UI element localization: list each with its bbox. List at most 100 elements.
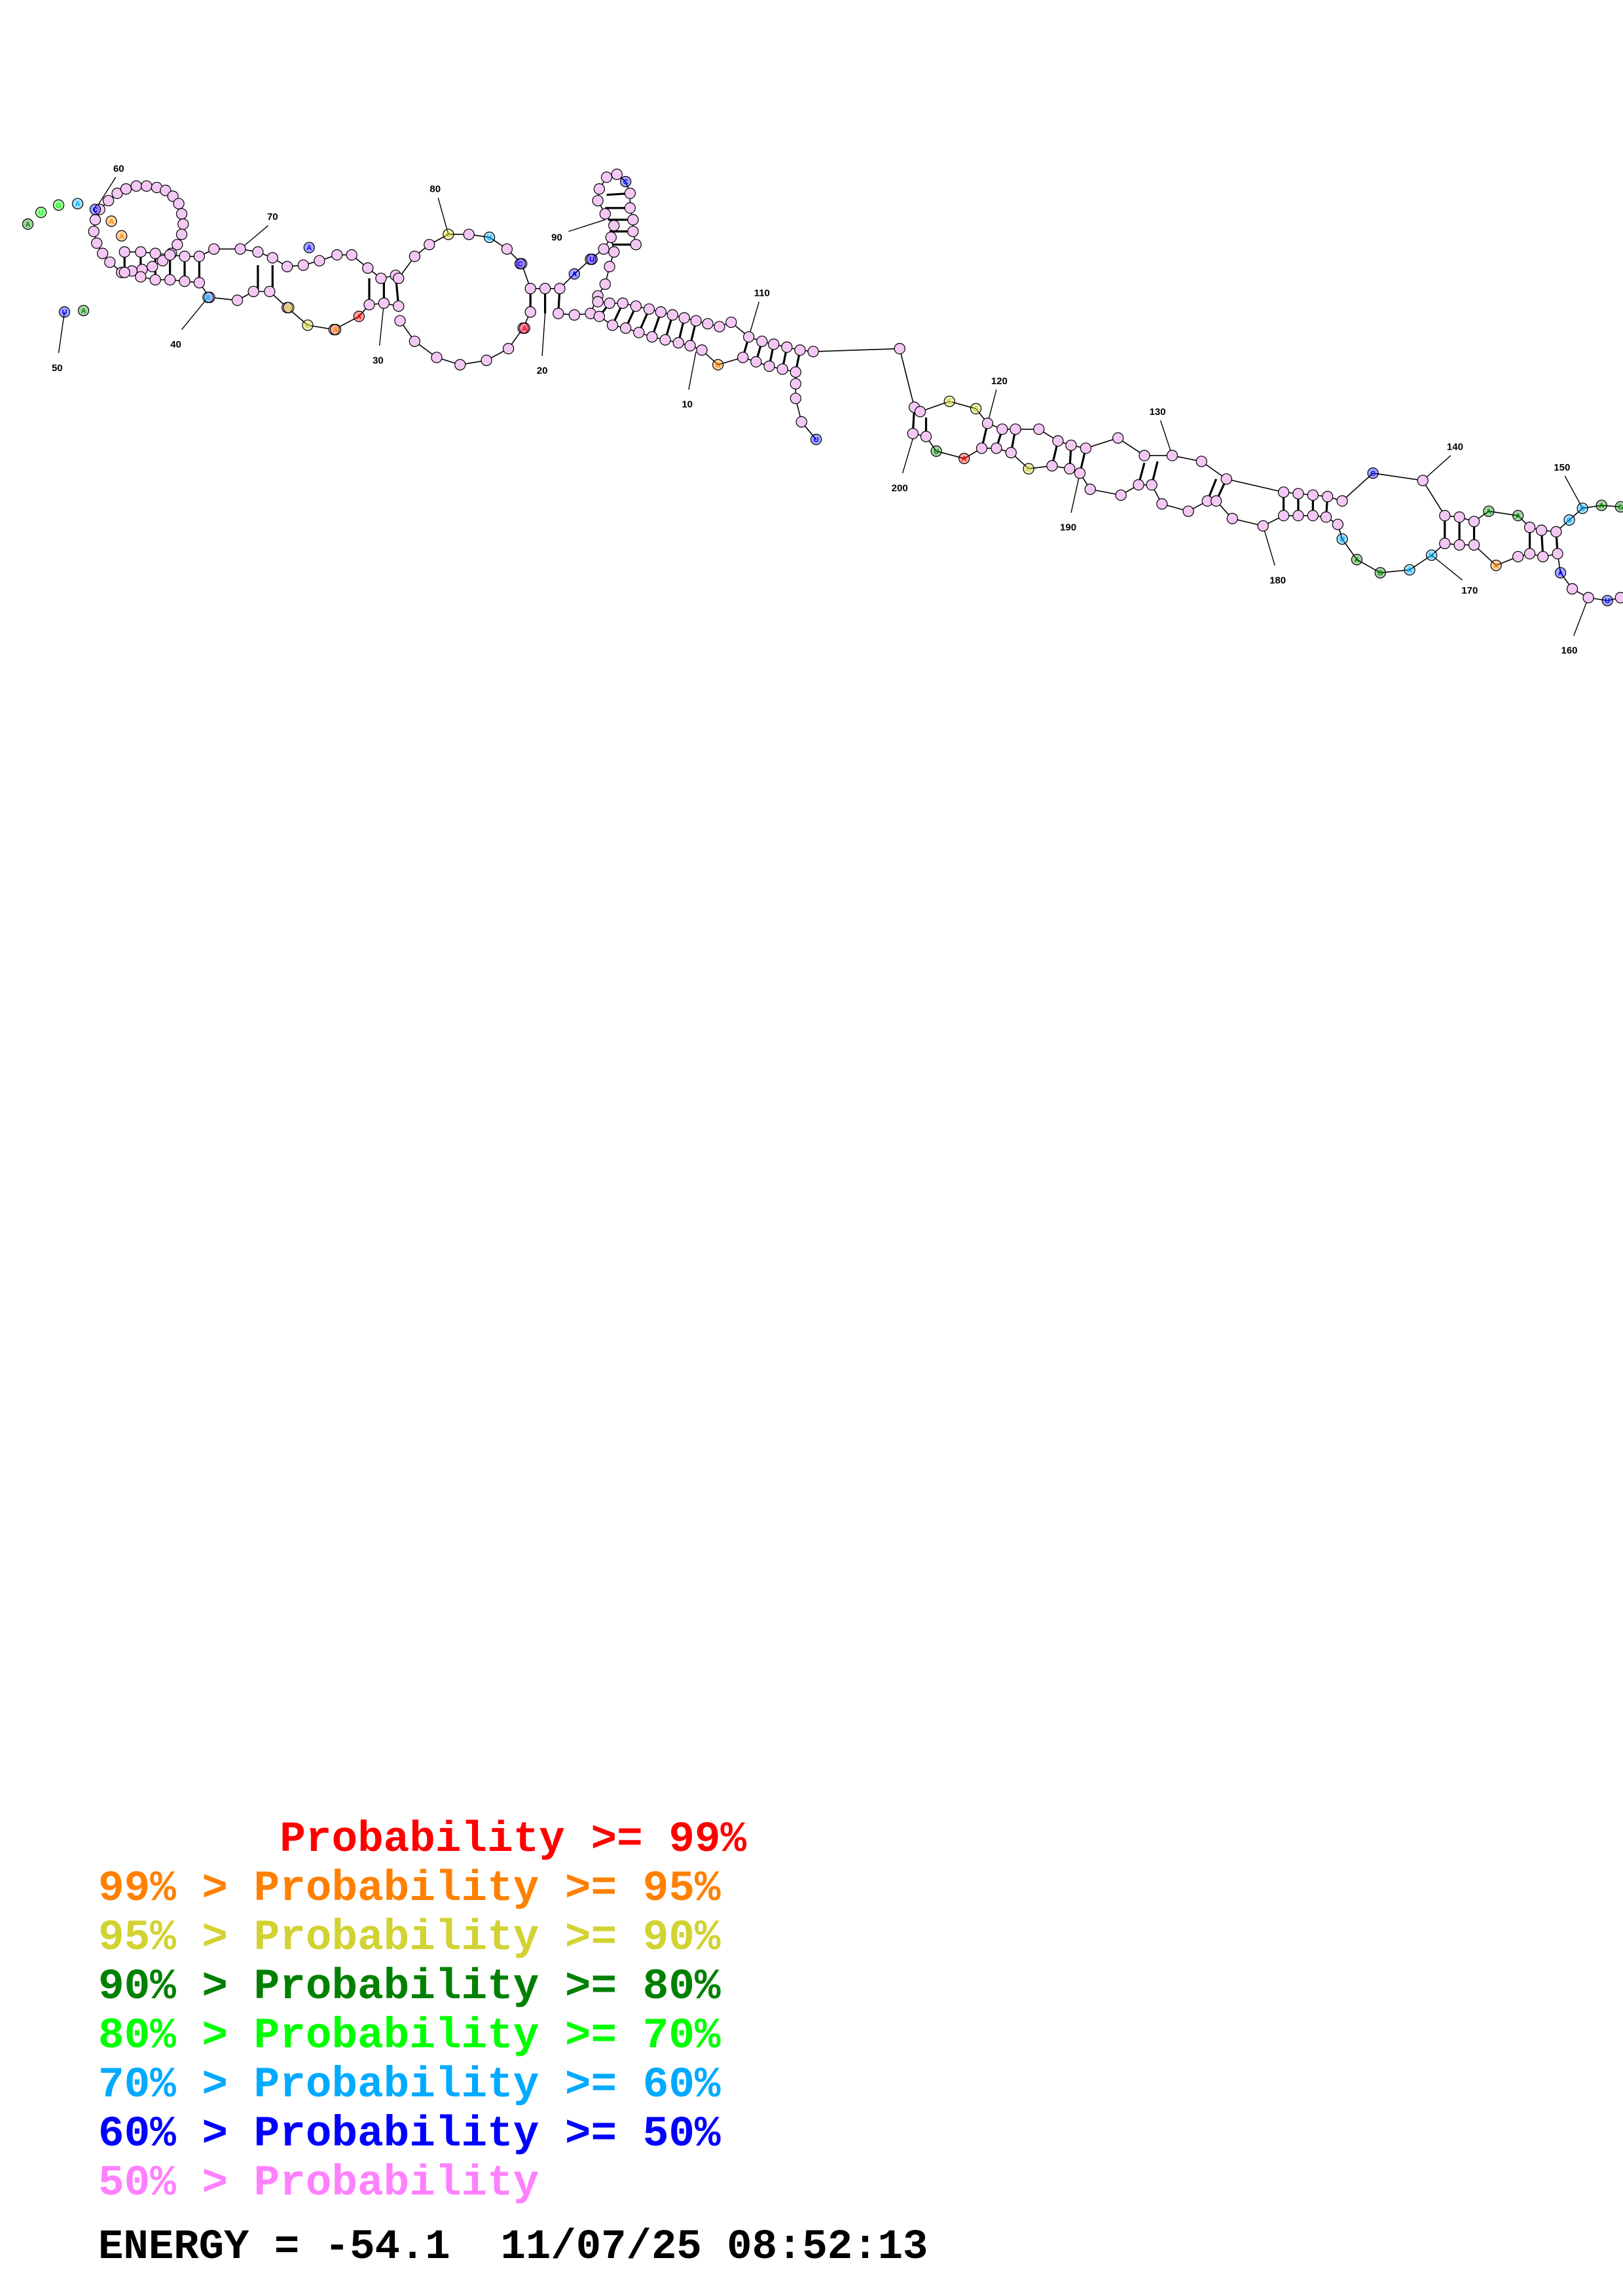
nucleotide <box>119 246 130 258</box>
nucleotide <box>167 190 179 202</box>
nucleotide <box>135 271 147 283</box>
svg-text:G: G <box>286 304 292 312</box>
nucleotide <box>179 251 191 262</box>
svg-text:C: C <box>623 179 629 187</box>
nucleotide <box>907 427 919 440</box>
nucleotide <box>1292 488 1304 499</box>
nucleotide <box>1133 479 1144 491</box>
backbone-lines <box>58 173 1621 636</box>
nucleotide-colored: A <box>1490 560 1502 571</box>
position-label-120: 120 <box>991 376 1008 387</box>
svg-text:U: U <box>39 209 44 217</box>
svg-text:U: U <box>1340 536 1345 544</box>
svg-text:A: A <box>109 218 114 226</box>
nucleotide <box>606 319 619 331</box>
nucleotide <box>149 247 161 259</box>
nucleotide <box>600 171 613 183</box>
nucleotide <box>1468 516 1480 528</box>
nucleotide <box>264 285 276 298</box>
nucleotide <box>164 249 176 261</box>
nucleotide <box>89 214 101 226</box>
nucleotide <box>684 340 696 351</box>
svg-text:A: A <box>356 313 361 321</box>
nucleotide <box>776 363 788 375</box>
nucleotide <box>725 316 737 329</box>
svg-text:C: C <box>518 260 523 268</box>
position-label-180: 180 <box>1269 575 1286 586</box>
nucleotide <box>362 262 374 274</box>
nucleotide <box>633 327 645 338</box>
nucleotide-colored: U <box>35 206 47 219</box>
nucleotide <box>643 303 655 315</box>
nucleotide <box>1537 550 1549 563</box>
nucleotide <box>696 344 708 356</box>
nucleotide-colored: U <box>58 306 71 318</box>
legend-line-6: 70% > Probability >= 60% <box>98 2060 721 2109</box>
svg-text:G: G <box>973 405 979 413</box>
nucleotide <box>1332 518 1344 530</box>
nucleotide <box>463 228 475 240</box>
nucleotide <box>175 228 188 240</box>
svg-text:A: A <box>572 271 577 279</box>
nucleotide <box>592 296 604 308</box>
nucleotide <box>678 312 690 324</box>
nucleotide <box>431 351 443 363</box>
nucleotide <box>807 346 819 357</box>
position-label-40: 40 <box>170 339 181 350</box>
nucleotide <box>1307 510 1319 522</box>
nucleotide <box>193 277 206 289</box>
position-label-190: 190 <box>1060 522 1076 533</box>
nucleotide <box>247 285 259 298</box>
nucleotide <box>737 351 749 363</box>
nucleotide <box>149 274 161 286</box>
nucleotide-colored: A <box>1483 505 1495 517</box>
nucleotide <box>630 239 642 251</box>
nucleotide <box>1453 539 1465 551</box>
nucleotide-colored: A <box>329 323 342 336</box>
nucleotide <box>1010 423 1021 435</box>
nucleotide <box>102 194 115 207</box>
nucleotide <box>252 246 264 258</box>
nucleotide <box>914 406 926 418</box>
nucleotide <box>120 183 132 195</box>
nucleotide <box>568 309 580 321</box>
svg-text:G: G <box>1377 569 1383 577</box>
nucleotide <box>794 344 806 356</box>
nucleotide <box>1005 446 1017 459</box>
svg-text:C: C <box>1370 470 1376 478</box>
nucleotide <box>627 214 639 226</box>
nucleotide <box>1112 432 1124 444</box>
position-label-10: 10 <box>682 399 693 410</box>
nucleotide-colored: A <box>71 198 84 209</box>
nucleotide <box>1210 495 1222 507</box>
nucleotide <box>231 295 244 306</box>
nucleotide <box>894 343 905 355</box>
svg-text:A: A <box>333 327 338 334</box>
nucleotide <box>1277 510 1290 522</box>
nucleotide-colored: A <box>353 310 365 323</box>
nucleotide <box>94 204 105 215</box>
svg-text:A: A <box>206 294 211 302</box>
nucleotide-colored: A <box>958 452 970 465</box>
svg-text:A: A <box>1486 508 1491 516</box>
svg-text:U: U <box>62 309 67 317</box>
nucleotide <box>1220 473 1232 485</box>
nucleotide-colored: G <box>283 302 295 314</box>
nucleotide <box>604 260 615 272</box>
nucleotide <box>375 272 387 284</box>
svg-text:A: A <box>1599 502 1604 510</box>
nucleotide-colored: A <box>1351 554 1363 565</box>
nucleotide <box>179 276 191 287</box>
nucleotide <box>1552 548 1563 560</box>
nucleotide <box>1512 550 1524 563</box>
position-label-150: 150 <box>1554 462 1570 473</box>
nucleotide-colored: G <box>1023 463 1034 475</box>
legend-line-2: 99% > Probability >= 95% <box>98 1864 721 1913</box>
nucleotide <box>781 341 793 353</box>
nucleotide <box>605 231 617 243</box>
nucleotide <box>501 243 513 255</box>
nucleotide <box>1052 435 1064 447</box>
position-labels: 10 20 30 40 50 60 70 80 90 110 120 130 140 150 160 170 1… <box>52 163 1578 656</box>
nucleotide <box>1439 537 1451 549</box>
